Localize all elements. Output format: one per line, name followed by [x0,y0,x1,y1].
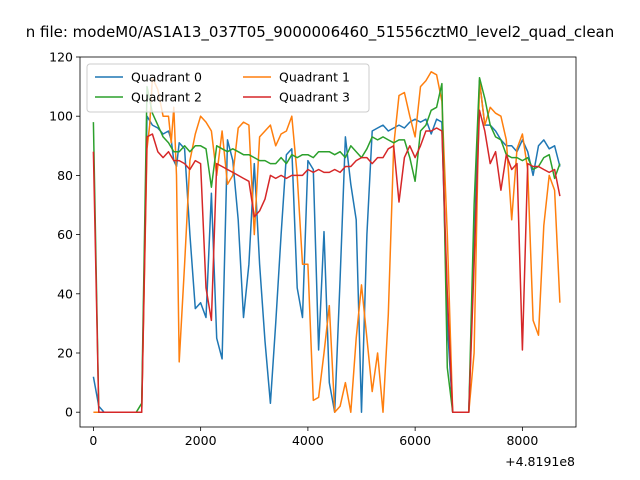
chart-title: n file: modeM0/AS1A13_037T05_9000006460_… [26,23,615,42]
y-axis: 0 20 40 60 80 100 120 [49,50,80,420]
x-offset-label: +4.8191e8 [505,454,575,469]
x-tick-label: 6000 [399,433,431,448]
series-line-quadrant-3 [92,109,561,413]
legend: Quadrant 0 Quadrant 1 Quadrant 2 Quadrant 3 [86,63,370,113]
series-layer [92,71,561,413]
y-tick-label: 80 [57,168,73,183]
x-axis: 0 2000 4000 6000 8000 [89,427,538,448]
legend-label-quadrant-0: Quadrant 0 [131,70,202,85]
y-tick-label: 100 [49,109,73,124]
x-tick-label: 2000 [185,433,217,448]
x-tick-label: 4000 [292,433,324,448]
y-tick-label: 120 [49,50,73,65]
y-tick-label: 40 [57,286,73,301]
legend-box [86,63,370,113]
y-tick-label: 60 [57,227,73,242]
y-tick-label: 20 [57,346,73,361]
legend-label-quadrant-2: Quadrant 2 [131,90,202,105]
plot-area: 0 2000 4000 6000 8000 0 20 40 60 80 100 120 [49,50,577,448]
legend-label-quadrant-1: Quadrant 1 [279,70,350,85]
series-line-quadrant-1 [93,71,561,413]
series-line-quadrant-2 [92,76,561,413]
x-tick-label: 8000 [506,433,538,448]
x-tick-label: 0 [89,433,97,448]
y-tick-label: 0 [65,405,73,420]
legend-label-quadrant-3: Quadrant 3 [279,90,350,105]
